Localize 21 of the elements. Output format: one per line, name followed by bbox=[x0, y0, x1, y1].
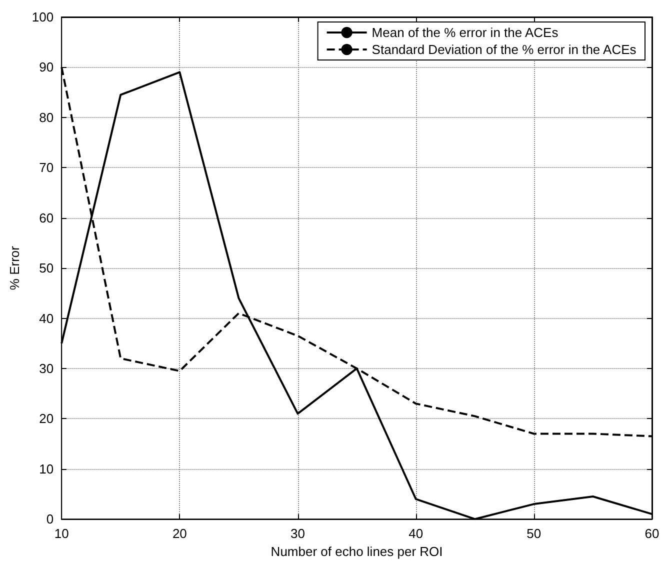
x-tick-label: 10 bbox=[54, 526, 69, 542]
legend-label: Standard Deviation of the % error in the ACEs bbox=[372, 42, 637, 57]
x-tick-label: 60 bbox=[644, 526, 660, 542]
x-tick-label: 30 bbox=[290, 526, 305, 542]
y-tick-label: 70 bbox=[39, 160, 54, 176]
y-tick-label: 10 bbox=[39, 461, 54, 476]
y-tick-label: 0 bbox=[46, 512, 54, 527]
x-tick-label: 40 bbox=[408, 526, 424, 542]
y-tick-label: 60 bbox=[39, 210, 54, 226]
y-tick-label: 20 bbox=[39, 411, 54, 426]
legend-label: Mean of the % error in the ACEs bbox=[372, 25, 559, 40]
y-tick-label: 80 bbox=[39, 110, 54, 125]
y-axis-title: % Error bbox=[7, 245, 22, 290]
x-tick-label: 20 bbox=[172, 526, 187, 542]
x-tick-label: 50 bbox=[526, 526, 542, 542]
y-tick-label: 90 bbox=[39, 60, 54, 75]
y-tick-label: 30 bbox=[39, 360, 54, 376]
y-tick-label: 50 bbox=[39, 260, 54, 276]
y-tick-label: 100 bbox=[32, 10, 54, 24]
x-axis-title: Number of echo lines per ROI bbox=[270, 544, 443, 559]
y-tick-label: 40 bbox=[39, 310, 54, 326]
